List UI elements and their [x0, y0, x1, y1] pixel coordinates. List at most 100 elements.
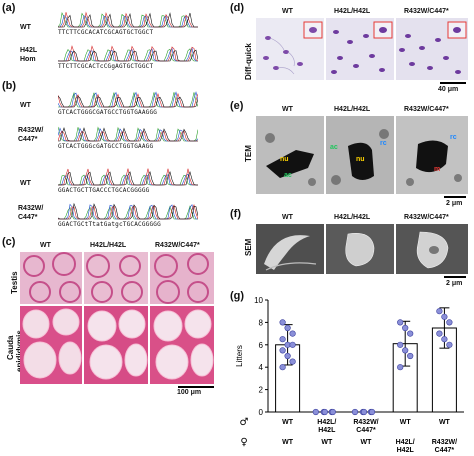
data-point [402, 347, 409, 354]
panel-e-label: (e) [230, 100, 244, 112]
data-point [289, 341, 296, 348]
panel-e-scale-label: 2 μm [446, 200, 463, 207]
panel-e-scale-bar [444, 196, 466, 198]
data-point [407, 352, 414, 360]
female-genotype-label: WT [282, 439, 294, 446]
chromatogram-b2 [58, 126, 198, 142]
chromatogram-b1 [58, 91, 198, 108]
data-point [312, 408, 319, 416]
sem-wt-image [256, 224, 324, 274]
testis-r432w-image [150, 252, 214, 304]
panel-c-label: (c) [2, 236, 16, 248]
tem-h42l-nu: nu [356, 156, 365, 163]
panel-d-label: (d) [230, 2, 245, 14]
male-symbol: ♂ [240, 417, 249, 428]
panel-c-row-cauda-1: Cauda [6, 335, 15, 360]
data-point [279, 364, 286, 371]
panel-f-col-wt: WT [282, 214, 293, 221]
cauda-wt-image [20, 306, 82, 384]
tem-wt-ac: ac [284, 172, 292, 179]
tem-h42l-image: ac nu rc [326, 116, 394, 194]
female-genotype-label: WT [321, 439, 333, 446]
data-point [279, 347, 286, 354]
panel-f-row-label: SEM [244, 238, 253, 256]
y-tick-label: 6 [259, 341, 264, 350]
female-genotype-label: H42L/ [396, 439, 415, 446]
male-genotype-label-2: C447* [356, 427, 376, 434]
panel-b-row4-name1: R432W/ [18, 205, 44, 212]
data-point [402, 324, 409, 332]
sequence-a2: TTCTTCGCACTcCGgAGTGCTGGCT [58, 63, 154, 70]
data-point [368, 408, 376, 416]
chromatogram-a2 [58, 45, 198, 62]
data-point [407, 330, 414, 337]
panel-d-scale-bar [440, 82, 466, 84]
chromatogram-a1 [58, 11, 198, 28]
tem-r432w-m: m [434, 166, 441, 173]
panel-g-label: (g) [230, 290, 245, 302]
sequence-b3: GGACTGCTTGACCCTGCACGGGGG [58, 187, 150, 194]
testis-wt-image [20, 252, 82, 304]
panel-e-row-label: TEM [244, 145, 253, 162]
panel-d-col-h42l: H42L/H42L [334, 8, 371, 15]
y-tick-label: 10 [254, 296, 263, 305]
panel-f-col-h42l: H42L/H42L [334, 214, 371, 221]
panel-a-label: (a) [2, 2, 16, 14]
data-point [436, 330, 443, 337]
litters-bar-chart: 0 2 4 6 8 10 Litters WT WT H42L/H42L WT R432W/C447*… [235, 296, 464, 452]
tem-wt-image: nu ac [256, 116, 324, 194]
male-genotype-label: H42L/ [317, 419, 336, 426]
data-point [284, 352, 291, 360]
female-genotype-label-2: C447* [435, 447, 455, 452]
panel-c-row-testis: Testis [10, 271, 19, 294]
chromatogram-b3 [58, 168, 198, 186]
female-genotype-label: WT [361, 439, 373, 446]
panel-e-col-wt: WT [282, 106, 293, 113]
tem-r432w-image: rc m [396, 116, 468, 194]
panel-b-row1-name: WT [20, 102, 31, 109]
y-axis-label: Litters [235, 345, 244, 367]
sequence-b4: GGACTGCtTtatGatgcTGCACGGGGG [58, 221, 161, 228]
female-symbol: ♀ [240, 437, 247, 448]
male-genotype-label: R432W/ [353, 419, 378, 426]
data-point [397, 319, 404, 326]
data-point [321, 408, 328, 416]
male-genotype-label-2: H42L [318, 427, 336, 434]
diffquick-wt-image [256, 18, 324, 80]
y-tick-label: 2 [259, 386, 264, 395]
panel-f-scale-label: 2 μm [446, 280, 463, 287]
data-point [397, 341, 404, 348]
tem-wt-nu: nu [280, 156, 289, 163]
diffquick-h42l-image [326, 18, 394, 80]
data-point [446, 341, 453, 348]
data-point [360, 408, 368, 416]
data-point [446, 319, 453, 326]
panel-d-col-r432w: R432W/C447* [404, 8, 449, 15]
male-genotype-label: WT [282, 419, 294, 426]
data-point [279, 319, 286, 326]
panel-b-label: (b) [2, 80, 17, 92]
panel-c-col-wt: WT [40, 242, 51, 249]
testis-h42l-image [84, 252, 148, 304]
data-point [441, 313, 448, 320]
panel-e-col-r432w: R432W/C447* [404, 106, 449, 113]
panel-b-row3-name: WT [20, 180, 31, 187]
panel-c-scale-label: 100 μm [177, 389, 202, 396]
panel-f-scale-bar [444, 276, 466, 278]
panel-d-col-wt: WT [282, 8, 293, 15]
tem-r432w-rc: rc [450, 134, 457, 141]
data-point [284, 324, 291, 332]
cauda-h42l-image [84, 306, 148, 384]
data-point [329, 408, 336, 416]
panel-e-col-h42l: H42L/H42L [334, 106, 371, 113]
panel-a-row2-name2: Hom [20, 56, 36, 63]
data-point [279, 336, 286, 343]
male-genotype-label: WT [439, 419, 451, 426]
panel-d-scale-label: 40 μm [438, 86, 459, 93]
cauda-r432w-image [150, 306, 214, 384]
data-point [436, 308, 443, 315]
sem-h42l-image [326, 224, 394, 274]
panel-f-label: (f) [230, 208, 241, 220]
panel-b-row4-name2: C447* [18, 214, 38, 221]
panel-c-col-r432w: R432W/C447* [155, 242, 200, 249]
